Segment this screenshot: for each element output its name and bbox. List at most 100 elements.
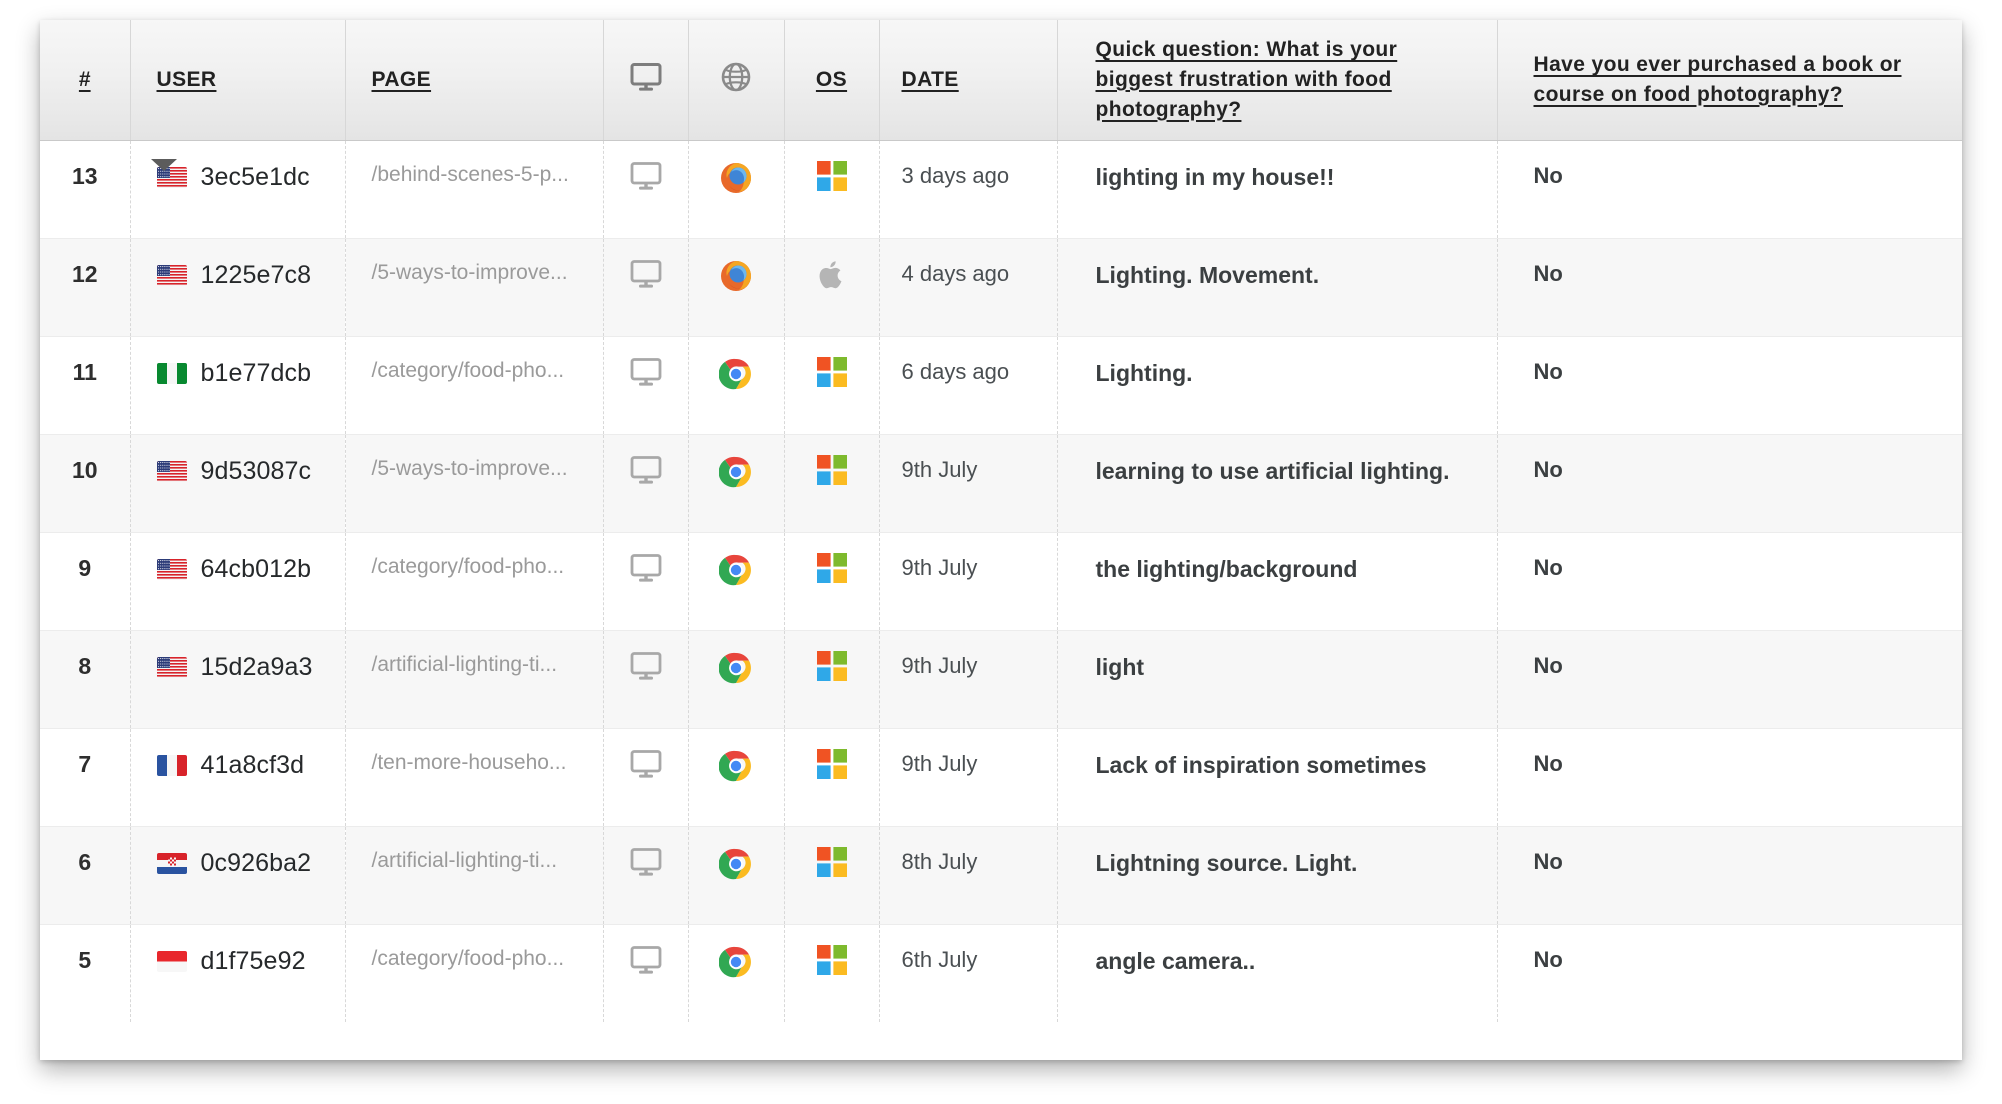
row-device-cell [603, 532, 689, 631]
row-date-cell: 9th July [879, 728, 1058, 827]
row-answer-1-cell: angle camera.. [1057, 924, 1498, 1022]
row-user-cell[interactable]: 0c926ba2 [130, 826, 346, 925]
row-page-cell[interactable]: /category/food-pho... [345, 336, 604, 435]
row-answer-1-cell: the lighting/background [1057, 532, 1498, 631]
column-header-browser[interactable] [688, 20, 785, 141]
row-date-cell: 6th July [879, 924, 1058, 1022]
table-body: 13 3ec5e1dc/behind-scenes-5-p... 3 days ag… [40, 140, 1962, 1022]
row-page-cell[interactable]: /behind-scenes-5-p... [345, 140, 604, 239]
table-row[interactable]: 9 64cb012b/category/food-pho... 9th July th… [40, 532, 1962, 631]
chrome-icon [719, 750, 751, 781]
row-date-cell: 8th July [879, 826, 1058, 925]
column-header-date-label: DATE [901, 67, 959, 91]
user-id-label: 9d53087c [200, 456, 312, 485]
firefox-icon [721, 162, 751, 193]
flag-us-icon [156, 264, 187, 286]
row-os-cell [784, 924, 880, 1022]
desktop-icon [630, 357, 661, 386]
user-id-label: 0c926ba2 [200, 848, 312, 877]
table-row[interactable]: 12 1225e7c8/5-ways-to-improve... 4 days ag… [40, 238, 1962, 337]
row-page-cell[interactable]: /category/food-pho... [345, 924, 604, 1022]
windows-icon [816, 944, 847, 975]
chrome-icon [719, 554, 751, 585]
row-number-cell: 10 [40, 434, 131, 533]
row-browser-cell [688, 336, 785, 435]
row-page-cell[interactable]: /artificial-lighting-ti... [345, 630, 604, 729]
desktop-icon [630, 945, 661, 974]
table-row[interactable]: 13 3ec5e1dc/behind-scenes-5-p... 3 days ag… [40, 140, 1962, 239]
row-os-cell [784, 336, 880, 435]
column-header-question-2[interactable]: Have you ever purchased a book or course… [1497, 20, 1962, 141]
table-row[interactable]: 6 0c926ba2/artificial-lighting-ti... 8th J… [40, 826, 1962, 925]
windows-icon [816, 748, 847, 779]
row-user-cell[interactable]: 3ec5e1dc [130, 140, 346, 239]
row-answer-2-cell: No [1497, 238, 1962, 337]
row-answer-1-cell: Lightning source. Light. [1057, 826, 1498, 925]
column-header-os[interactable]: OS [784, 20, 880, 141]
row-device-cell [603, 826, 689, 925]
row-page-cell[interactable]: /5-ways-to-improve... [345, 238, 604, 337]
column-header-question-1-label: Quick question: What is your biggest fru… [1095, 38, 1398, 121]
row-page-cell[interactable]: /category/food-pho... [345, 532, 604, 631]
row-answer-1-cell: learning to use artificial lighting. [1057, 434, 1498, 533]
row-answer-2-cell: No [1497, 434, 1962, 533]
row-page-cell[interactable]: /5-ways-to-improve... [345, 434, 604, 533]
column-header-page[interactable]: PAGE [345, 20, 604, 141]
windows-icon [816, 552, 847, 583]
row-user-cell[interactable]: 15d2a9a3 [130, 630, 346, 729]
row-date-cell: 9th July [879, 630, 1058, 729]
row-date-cell: 6 days ago [879, 336, 1058, 435]
row-page-cell[interactable]: /artificial-lighting-ti... [345, 826, 604, 925]
row-user-cell[interactable]: 9d53087c [130, 434, 346, 533]
row-device-cell [603, 728, 689, 827]
windows-icon [816, 846, 847, 877]
row-date-cell: 9th July [879, 434, 1058, 533]
sort-descending-caret-icon [151, 159, 177, 171]
table-row[interactable]: 10 9d53087c/5-ways-to-improve... 9th July l… [40, 434, 1962, 533]
row-browser-cell [688, 532, 785, 631]
row-answer-1-cell: Lack of inspiration sometimes [1057, 728, 1498, 827]
row-page-cell[interactable]: /ten-more-househo... [345, 728, 604, 827]
table-header-row: # USER PAGE [40, 20, 1962, 141]
row-answer-1-cell: lighting in my house!! [1057, 140, 1498, 239]
monitor-icon [629, 62, 663, 92]
row-number-cell: 11 [40, 336, 131, 435]
column-header-user-label: USER [156, 67, 217, 91]
row-number-cell: 13 [40, 140, 131, 239]
row-browser-cell [688, 826, 785, 925]
desktop-icon [630, 847, 661, 876]
column-header-date[interactable]: DATE [879, 20, 1058, 141]
desktop-icon [630, 749, 661, 778]
row-user-cell[interactable]: b1e77dcb [130, 336, 346, 435]
column-header-device[interactable] [603, 20, 689, 141]
row-answer-2-cell: No [1497, 532, 1962, 631]
row-number-cell: 8 [40, 630, 131, 729]
row-user-cell[interactable]: 1225e7c8 [130, 238, 346, 337]
table-row[interactable]: 8 15d2a9a3/artificial-lighting-ti... 9th J… [40, 630, 1962, 729]
row-user-cell[interactable]: 41a8cf3d [130, 728, 346, 827]
windows-icon [816, 650, 847, 681]
desktop-icon [630, 259, 661, 288]
row-date-cell: 9th July [879, 532, 1058, 631]
row-number-cell: 7 [40, 728, 131, 827]
user-id-label: 1225e7c8 [200, 260, 312, 289]
row-user-cell[interactable]: 64cb012b [130, 532, 346, 631]
row-user-cell[interactable]: d1f75e92 [130, 924, 346, 1022]
row-os-cell [784, 434, 880, 533]
row-device-cell [603, 238, 689, 337]
table-row[interactable]: 11 b1e77dcb/category/food-pho... 6 days ag… [40, 336, 1962, 435]
column-header-number[interactable]: # [40, 20, 131, 141]
column-header-question-1[interactable]: Quick question: What is your biggest fru… [1057, 20, 1498, 141]
row-browser-cell [688, 140, 785, 239]
responses-table-panel: # USER PAGE [40, 20, 1962, 1060]
column-header-user[interactable]: USER [130, 20, 346, 141]
table-row[interactable]: 7 41a8cf3d/ten-more-househo... 9th July Lac… [40, 728, 1962, 827]
row-answer-2-cell: No [1497, 826, 1962, 925]
row-browser-cell [688, 238, 785, 337]
row-answer-2-cell: No [1497, 140, 1962, 239]
table-row[interactable]: 5 d1f75e92/category/food-pho... 6th July an… [40, 924, 1962, 1022]
user-id-label: 15d2a9a3 [200, 652, 313, 681]
desktop-icon [630, 651, 661, 680]
user-id-label: 64cb012b [200, 554, 312, 583]
